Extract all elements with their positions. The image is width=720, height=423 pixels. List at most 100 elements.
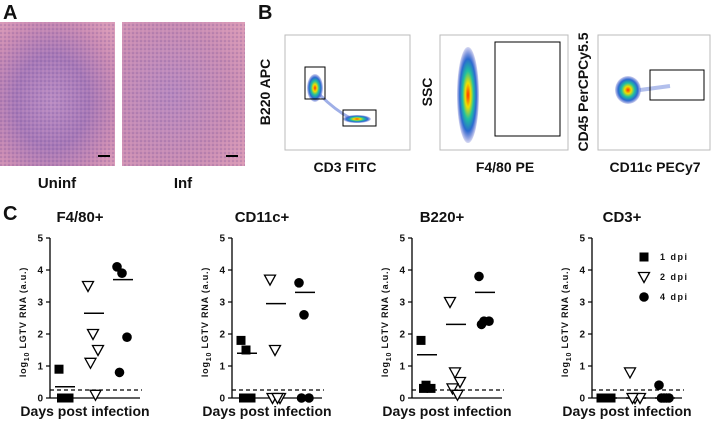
data-point bbox=[453, 376, 467, 389]
data-point bbox=[81, 280, 95, 293]
y-tick-label: 4 bbox=[579, 266, 585, 277]
cell-scatter bbox=[318, 93, 351, 120]
y-tick-label: 1 bbox=[579, 362, 585, 373]
legend-label: 1 dpi bbox=[660, 252, 689, 262]
histology-texture bbox=[122, 22, 245, 166]
y-label-sub: 10 bbox=[24, 352, 31, 361]
y-label-part: LGTV RNA (a.u.) bbox=[380, 267, 390, 352]
cell-scatter bbox=[639, 84, 671, 92]
y-tick-label: 2 bbox=[37, 330, 43, 341]
data-point bbox=[654, 380, 664, 391]
histology-texture bbox=[0, 22, 115, 166]
data-point bbox=[114, 367, 125, 378]
data-point bbox=[606, 393, 616, 403]
legend-label: 2 dpi bbox=[660, 272, 689, 282]
data-point bbox=[54, 364, 64, 374]
axis-label: CD11c PECy7 bbox=[609, 159, 700, 175]
x-axis-label: Days post infection bbox=[202, 403, 331, 419]
chart-title: B220+ bbox=[420, 209, 465, 226]
data-point bbox=[661, 393, 672, 403]
gate bbox=[304, 66, 326, 100]
cell-population bbox=[457, 47, 479, 143]
chart-title: CD3+ bbox=[603, 209, 642, 226]
y-tick-label: 5 bbox=[37, 234, 43, 245]
data-point bbox=[241, 345, 251, 355]
data-point bbox=[639, 252, 649, 262]
y-tick-label: 0 bbox=[219, 394, 225, 405]
y-label-part: LGTV RNA (a.u.) bbox=[560, 267, 570, 352]
y-tick-label: 0 bbox=[37, 394, 43, 405]
y-tick-label: 2 bbox=[219, 330, 225, 341]
data-point bbox=[239, 393, 248, 403]
flow-plot bbox=[597, 34, 711, 151]
data-point bbox=[448, 367, 462, 380]
y-label-part: log bbox=[560, 361, 570, 377]
y-tick-label: 5 bbox=[399, 234, 405, 245]
data-point bbox=[91, 344, 105, 357]
gate bbox=[342, 109, 377, 127]
data-point bbox=[476, 319, 487, 330]
data-point bbox=[88, 389, 103, 402]
data-point bbox=[246, 393, 256, 403]
y-tick-label: 5 bbox=[219, 234, 225, 245]
data-point bbox=[236, 335, 246, 345]
gate bbox=[494, 41, 561, 137]
data-point bbox=[419, 383, 428, 393]
y-tick-label: 2 bbox=[399, 330, 405, 341]
data-point bbox=[426, 383, 436, 393]
axis-label: F4/80 PE bbox=[476, 159, 534, 175]
data-point bbox=[637, 271, 651, 284]
data-point bbox=[83, 357, 98, 370]
flow-plot bbox=[284, 34, 411, 151]
chart-title: CD11c+ bbox=[235, 209, 290, 226]
y-label-part: log bbox=[18, 361, 28, 377]
y-tick-label: 1 bbox=[399, 362, 405, 373]
cell-population bbox=[307, 74, 323, 102]
y-tick-label: 0 bbox=[579, 394, 585, 405]
y-axis-label: log10 LGTV RNA (a.u.) bbox=[200, 267, 213, 377]
data-point bbox=[117, 268, 127, 279]
axis-label: SSC bbox=[419, 78, 435, 107]
panel-letter: C bbox=[3, 203, 17, 225]
y-tick-label: 5 bbox=[579, 234, 585, 245]
y-label-sub: 10 bbox=[386, 352, 393, 361]
data-point bbox=[86, 328, 100, 341]
y-label-sub: 10 bbox=[206, 352, 213, 361]
data-point bbox=[450, 389, 465, 402]
y-tick-label: 4 bbox=[37, 266, 43, 277]
y-axis-label: log10 LGTV RNA (a.u.) bbox=[380, 267, 393, 377]
y-tick-label: 4 bbox=[219, 266, 225, 277]
data-point bbox=[416, 335, 426, 345]
data-point bbox=[484, 316, 494, 327]
y-tick-label: 4 bbox=[399, 266, 405, 277]
data-point bbox=[299, 310, 309, 320]
data-point bbox=[294, 278, 304, 288]
panel-letter: B bbox=[258, 2, 272, 24]
y-axis-label: log10 LGTV RNA (a.u.) bbox=[18, 267, 31, 377]
y-tick-label: 0 bbox=[399, 394, 405, 405]
y-label-part: LGTV RNA (a.u.) bbox=[200, 267, 210, 352]
y-tick-label: 3 bbox=[579, 298, 585, 309]
y-label-sub: 10 bbox=[566, 352, 573, 361]
y-tick-label: 1 bbox=[37, 362, 43, 373]
data-point bbox=[57, 393, 66, 403]
data-point bbox=[474, 271, 484, 282]
axis-label: CD45 PerCPCy5.5 bbox=[575, 32, 591, 151]
x-axis-label: Days post infection bbox=[562, 403, 691, 419]
data-point bbox=[263, 274, 277, 287]
panel-letter: A bbox=[3, 2, 17, 24]
data-point bbox=[304, 393, 314, 403]
data-point bbox=[445, 383, 460, 396]
y-label-part: LGTV RNA (a.u.) bbox=[18, 267, 28, 352]
caption: Inf bbox=[174, 175, 193, 192]
chart-title: F4/80+ bbox=[56, 209, 103, 226]
y-label-part: log bbox=[380, 361, 390, 377]
data-point bbox=[268, 344, 282, 357]
gate bbox=[649, 69, 705, 101]
y-tick-label: 3 bbox=[37, 298, 43, 309]
axis-label: B220 APC bbox=[257, 59, 273, 125]
data-point bbox=[625, 392, 640, 405]
data-point bbox=[599, 393, 608, 403]
data-point bbox=[64, 393, 74, 403]
